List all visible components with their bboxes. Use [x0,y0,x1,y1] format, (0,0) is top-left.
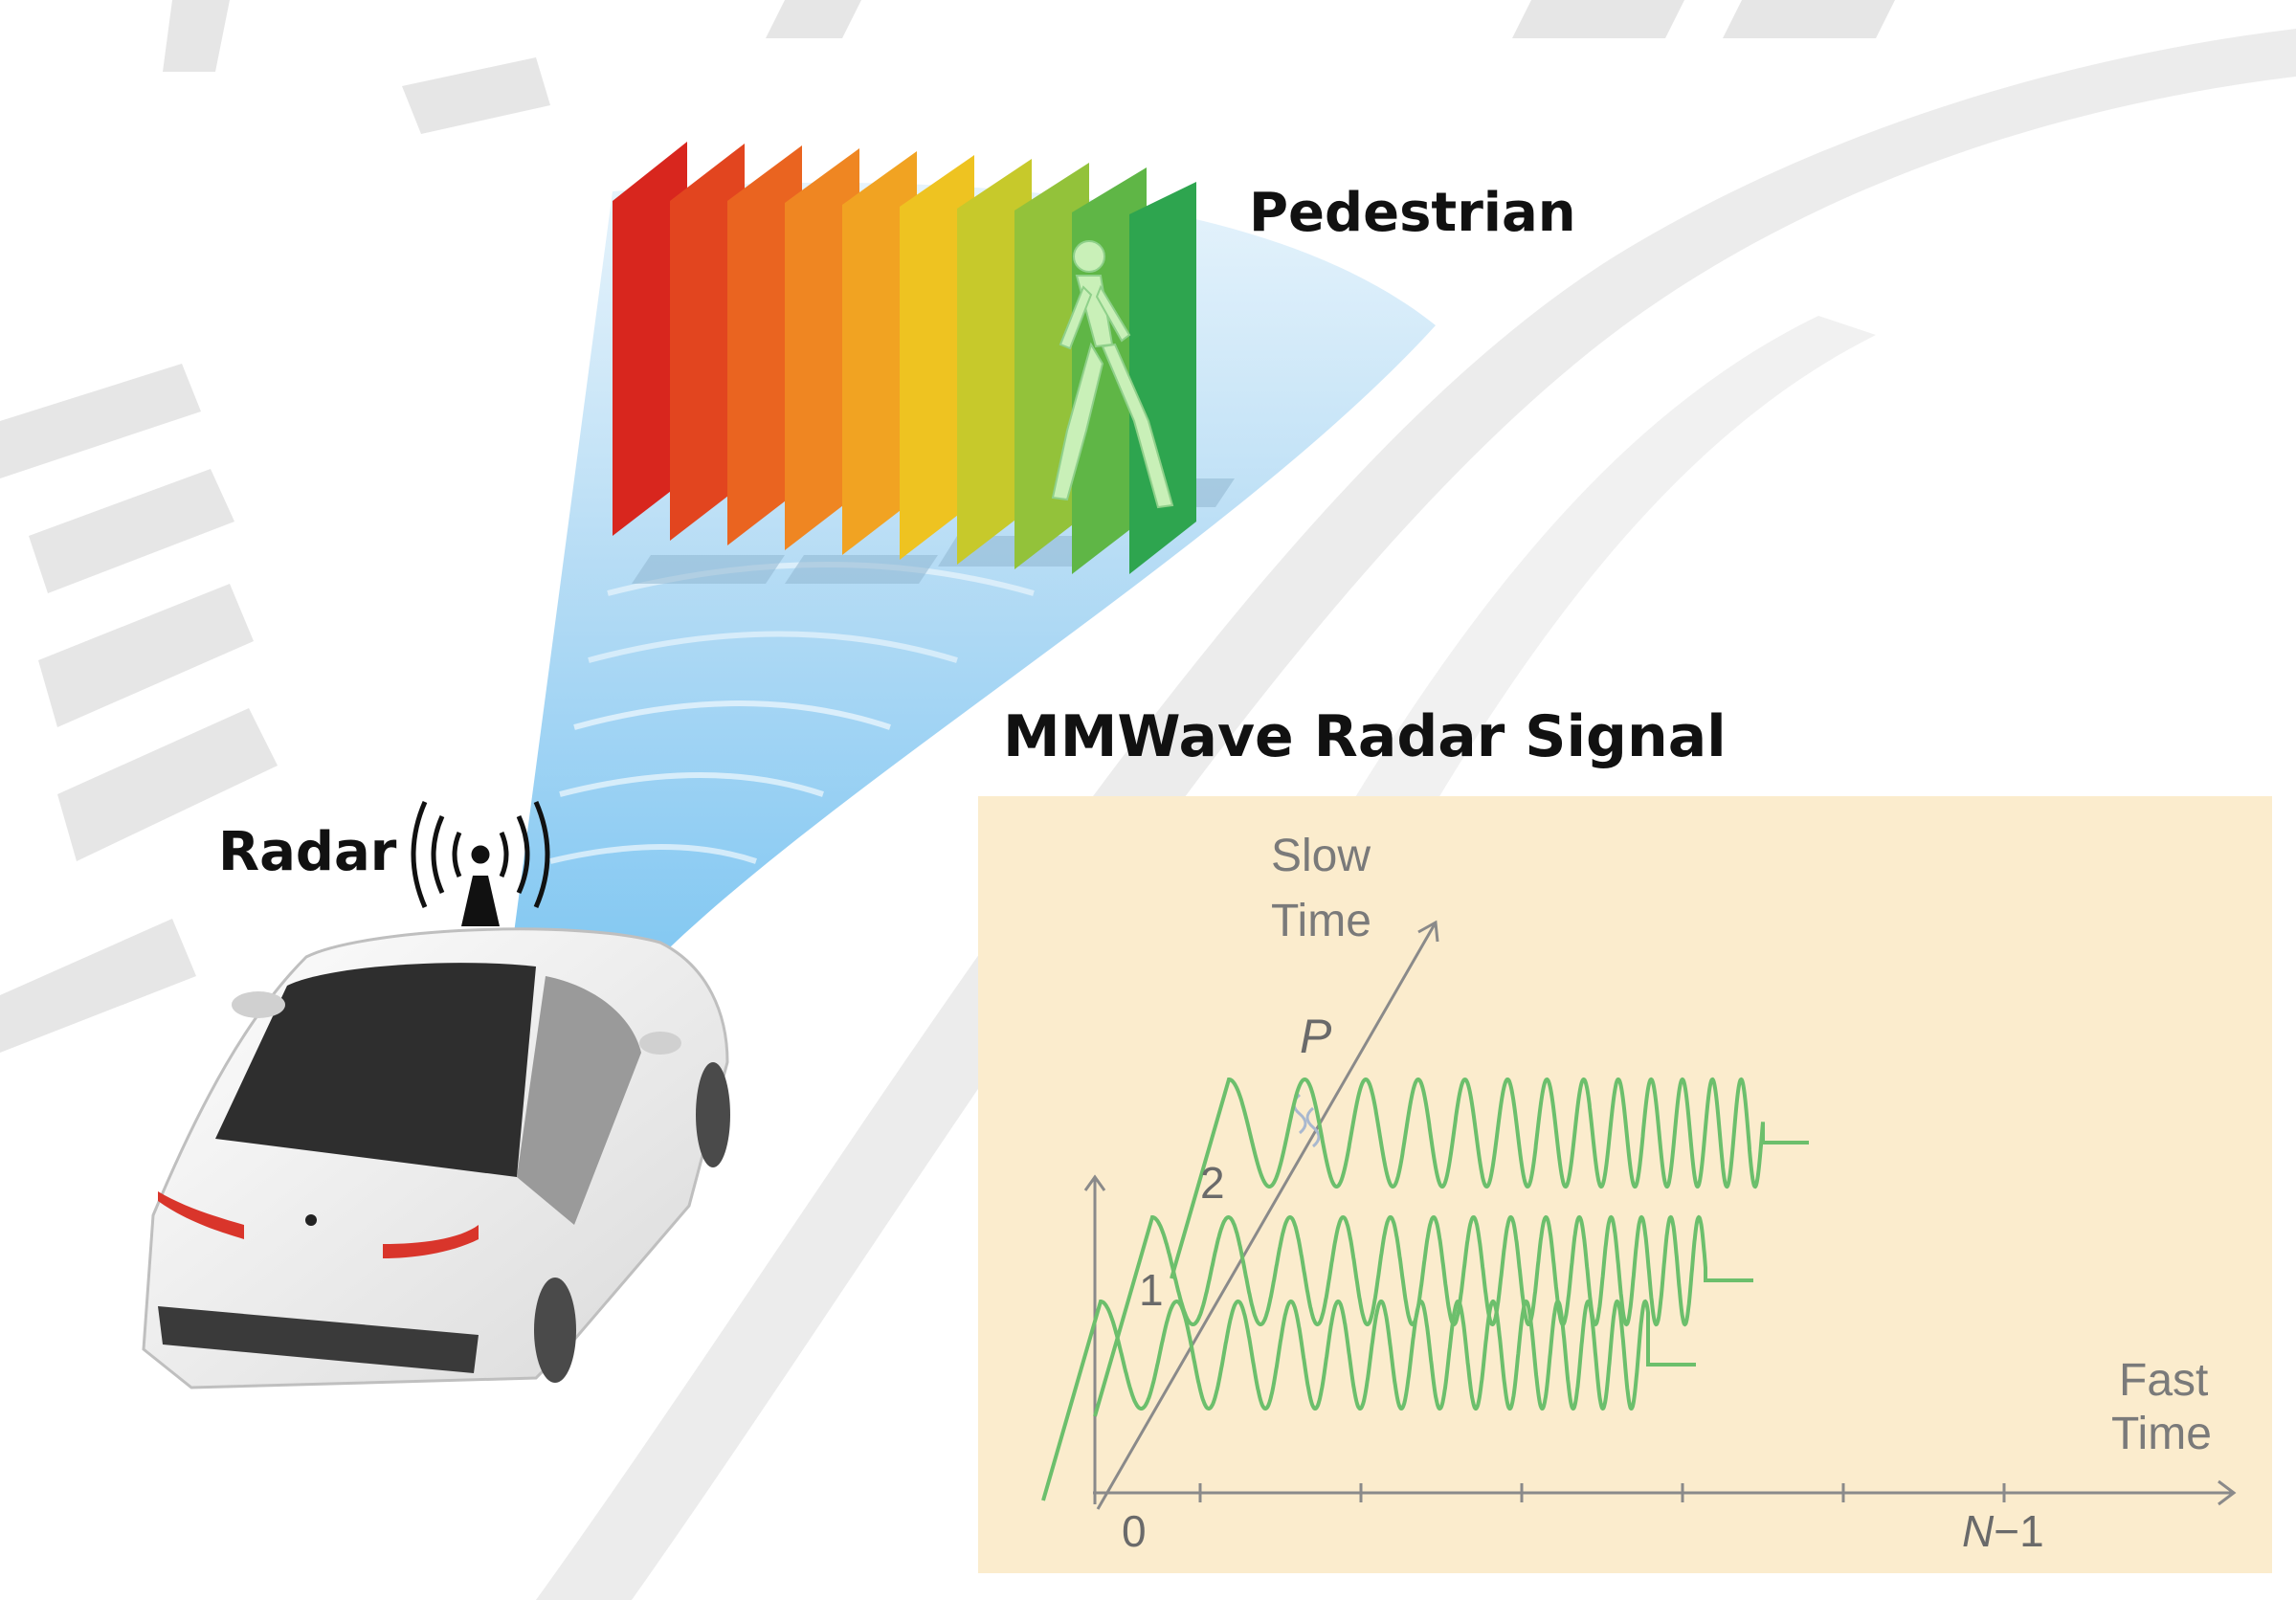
slow-time-axis [1096,922,1438,1510]
signal-axes [1083,920,2237,1510]
chirp-p-waveform [1170,1077,1809,1279]
range-panel [670,144,745,541]
chirp-2-label: 2 [1200,1158,1225,1208]
chirp-waveforms [1041,1077,1809,1501]
fast-time-arrowhead [2218,1479,2237,1506]
range-panel [957,159,1032,565]
chirp-1-label: 1 [1139,1265,1164,1315]
amplitude-arrowhead [1083,1174,1106,1191]
origin-label: 0 [1122,1506,1147,1556]
pedestrian-label: Pedestrian [1249,182,1576,244]
car-illustration [142,927,730,1389]
range-panel [727,145,802,545]
signal-diagram-panel: Slow Time Fast Time 0 N−1 1 2 P [978,796,2272,1573]
range-panel [785,148,859,550]
chirp-p-label: P [1300,1010,1332,1063]
range-panel [1129,182,1196,574]
chirp-2-waveform [1093,1214,1753,1417]
radar-antenna-icon [411,801,550,926]
signal-diagram-title: MMWave Radar Signal [1003,703,1727,770]
chirp-1-waveform [1041,1299,1696,1501]
slow-time-arrowhead [1417,920,1439,943]
range-panel [613,142,687,536]
fast-time-label-line1: Fast [2119,1355,2208,1406]
fast-time-ticks [1198,1483,2006,1502]
slow-time-label-line1: Slow [1271,831,1371,881]
walking-person-icon [1051,240,1174,509]
radar-label: Radar [218,821,397,883]
fast-time-label-line2: Time [2111,1409,2212,1459]
range-bin-panels [613,142,1196,574]
last-sample-label: N−1 [1962,1506,2044,1556]
range-panel [842,151,917,555]
range-panel [900,155,974,560]
slow-time-label-line2: Time [1271,896,1371,946]
